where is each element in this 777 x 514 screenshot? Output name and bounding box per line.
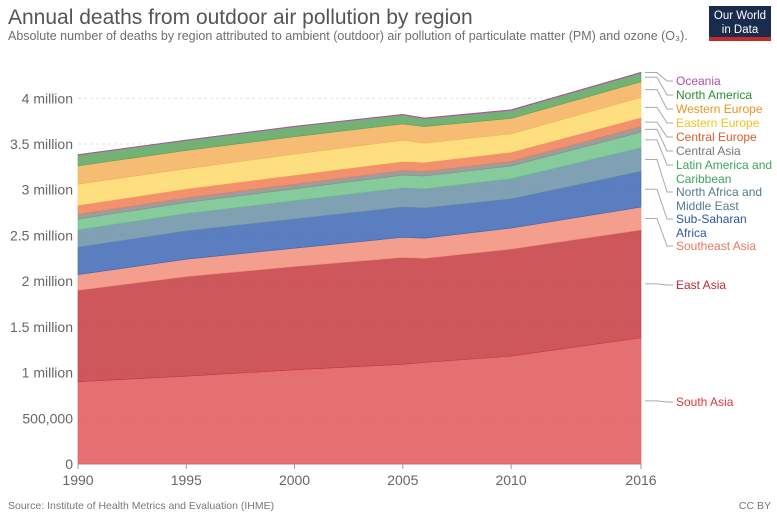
series-label-southeast-asia[interactable]: Southeast Asia xyxy=(676,239,756,253)
label-leader-line xyxy=(645,72,673,82)
license-link[interactable]: CC BY xyxy=(738,500,771,512)
series-label-eastern-europe[interactable]: Eastern Europe xyxy=(676,116,760,130)
series-label-central-europe[interactable]: Central Europe xyxy=(676,130,757,144)
series-label-north-africa-and-middle-east-line2[interactable]: Middle East xyxy=(676,199,739,213)
label-leader-line xyxy=(645,188,673,220)
x-tick-label: 1990 xyxy=(62,472,93,488)
series-label-central-asia[interactable]: Central Asia xyxy=(676,144,741,158)
chart-title: Annual deaths from outdoor air pollution… xyxy=(8,6,473,29)
series-label-latin-america-and-caribbean[interactable]: Latin America and xyxy=(676,158,772,172)
y-tick-label: 1 million xyxy=(22,365,73,381)
label-leader-line xyxy=(645,128,673,152)
series-label-south-asia[interactable]: South Asia xyxy=(676,395,734,409)
x-tick-label: 1995 xyxy=(171,472,202,488)
y-tick-label: 0 xyxy=(65,456,73,472)
label-leader-line xyxy=(645,89,673,110)
logo-line-2: in Data xyxy=(721,24,759,36)
label-leader-line xyxy=(645,121,673,138)
logo-line-1: Our World xyxy=(713,10,767,22)
series-label-western-europe[interactable]: Western Europe xyxy=(676,102,763,116)
y-tick-label: 3 million xyxy=(22,182,73,198)
source-note: Source: Institute of Health Metrics and … xyxy=(8,500,275,512)
label-leader-line xyxy=(645,218,673,247)
x-tick-label: 2000 xyxy=(279,472,310,488)
series-label-oceania[interactable]: Oceania xyxy=(676,74,721,88)
label-leader-line xyxy=(645,283,673,286)
series-label-north-america[interactable]: North America xyxy=(676,88,752,102)
series-label-latin-america-and-caribbean-line2[interactable]: Caribbean xyxy=(676,172,731,186)
y-tick-label: 500,000 xyxy=(22,410,73,426)
y-tick-label: 3.5 million xyxy=(10,136,73,152)
x-tick-label: 2016 xyxy=(625,472,656,488)
y-tick-label: 4 million xyxy=(22,90,73,106)
series-label-north-africa-and-middle-east[interactable]: North Africa and xyxy=(676,185,762,199)
label-leader-line xyxy=(645,400,673,403)
y-tick-label: 2.5 million xyxy=(10,227,73,243)
x-axis-ticks: 1990 1995 2000 2005 2010 2016 xyxy=(62,464,657,488)
series-label-sub-saharan-africa-line2[interactable]: Africa xyxy=(676,226,707,240)
y-axis-ticks: 0 500,000 1 million 1.5 million 2 million 2.5… xyxy=(10,90,73,472)
series-label-sub-saharan-africa[interactable]: Sub-Saharan xyxy=(676,212,747,226)
y-tick-label: 1.5 million xyxy=(10,319,73,335)
label-leader-line xyxy=(645,106,673,124)
owid-logo[interactable]: Our World in Data xyxy=(709,6,771,41)
series-label-east-asia[interactable]: East Asia xyxy=(676,278,726,292)
label-leader-line xyxy=(645,159,673,193)
label-leader-line xyxy=(645,76,673,96)
x-tick-label: 2010 xyxy=(495,472,526,488)
y-tick-label: 2 million xyxy=(22,273,73,289)
x-tick-label: 2005 xyxy=(387,472,418,488)
area-series xyxy=(77,71,642,465)
chart-subtitle: Absolute number of deaths by region attr… xyxy=(8,29,688,43)
label-leader-line xyxy=(645,139,673,166)
area-oceania[interactable] xyxy=(77,71,642,156)
